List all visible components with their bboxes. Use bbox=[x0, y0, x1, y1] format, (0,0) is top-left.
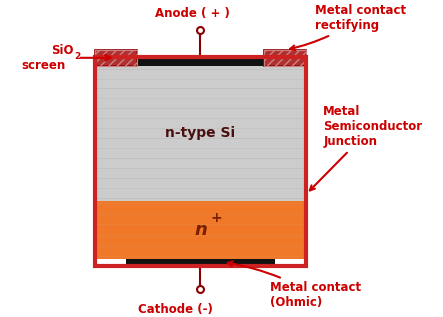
Text: SiO: SiO bbox=[51, 44, 74, 57]
Bar bbox=[264, 50, 306, 66]
Bar bbox=[94, 66, 306, 201]
Bar bbox=[94, 50, 137, 66]
Bar bbox=[94, 50, 137, 66]
Text: Anode ( + ): Anode ( + ) bbox=[155, 7, 229, 20]
Text: Metal contact
rectifying: Metal contact rectifying bbox=[290, 4, 406, 50]
Bar bbox=[126, 259, 275, 266]
Text: Cathode (-): Cathode (-) bbox=[138, 303, 213, 316]
Text: screen: screen bbox=[22, 59, 66, 72]
Bar bbox=[94, 57, 306, 66]
Bar bbox=[264, 50, 306, 66]
Text: 2: 2 bbox=[74, 52, 80, 61]
Text: Metal contact
(Ohmic): Metal contact (Ohmic) bbox=[228, 261, 361, 309]
Bar bbox=[94, 57, 306, 266]
Text: n-type Si: n-type Si bbox=[165, 126, 236, 140]
Text: Metal
Semiconductor
Junction: Metal Semiconductor Junction bbox=[310, 105, 422, 191]
Text: n: n bbox=[194, 221, 207, 239]
Text: +: + bbox=[211, 211, 223, 225]
Bar bbox=[94, 201, 306, 259]
